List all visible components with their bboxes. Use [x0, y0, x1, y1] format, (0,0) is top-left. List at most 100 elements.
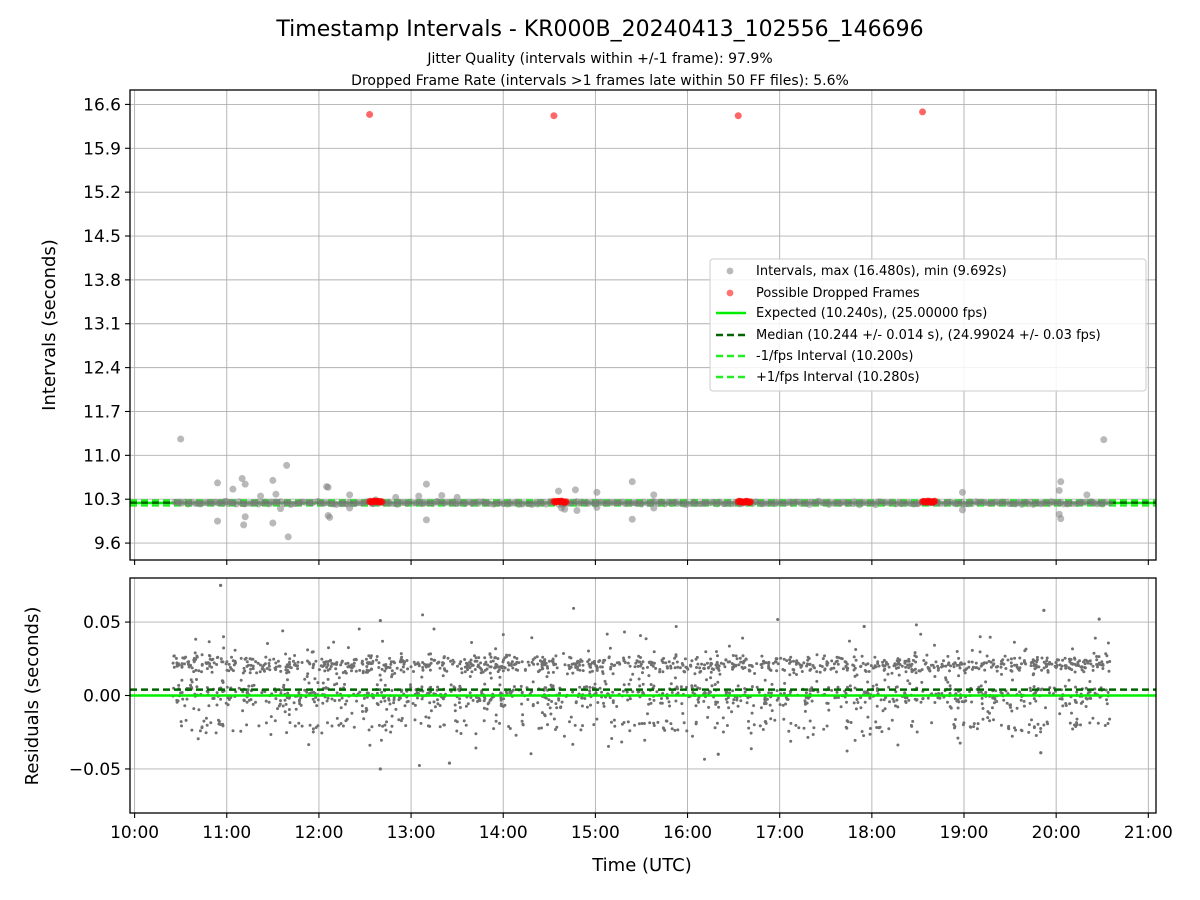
residual-point [728, 660, 732, 664]
residuals-xtick-label-2: 12:00 [294, 823, 343, 843]
residual-point [1092, 651, 1096, 655]
residual-point [1106, 691, 1110, 694]
residual-point [284, 668, 288, 672]
residual-point [474, 732, 478, 736]
residual-point [685, 685, 688, 689]
residual-outlier-3 [447, 761, 452, 765]
residual-point [220, 679, 224, 683]
residual-point [282, 683, 286, 687]
residual-point [368, 743, 372, 747]
residual-point [1027, 723, 1031, 727]
residual-point [811, 733, 815, 736]
residual-point [192, 656, 196, 660]
residual-point [990, 706, 994, 710]
residual-point [964, 699, 968, 703]
residual-point [970, 700, 974, 704]
residual-point [628, 729, 632, 733]
residual-point [626, 698, 630, 702]
residual-point [526, 698, 530, 701]
residual-point [604, 682, 608, 686]
residual-point [361, 671, 365, 675]
residual-point [702, 699, 706, 703]
residual-point [394, 707, 398, 711]
residual-point [378, 688, 382, 692]
residual-point [442, 655, 446, 659]
residual-point [779, 656, 783, 660]
residual-point [298, 698, 301, 702]
residual-point [778, 703, 782, 707]
residual-point [1009, 661, 1013, 665]
residual-point [383, 723, 387, 727]
intervals-ytick-label-4: 12.4 [83, 359, 121, 379]
residual-outlier-1 [378, 618, 382, 623]
residual-point [822, 727, 826, 731]
residual-point [489, 655, 493, 659]
residual-point [693, 684, 697, 688]
residual-point [974, 661, 978, 665]
residual-point [559, 706, 562, 710]
residual-point [1093, 687, 1097, 691]
residual-point [491, 659, 495, 663]
interval-outlier-4 [229, 485, 237, 493]
residual-point [457, 701, 461, 705]
residual-point [503, 666, 507, 670]
residual-point [843, 660, 847, 664]
residual-point [913, 654, 917, 658]
interval-outlier-33 [573, 506, 581, 514]
residual-point [1013, 726, 1016, 730]
residual-point [649, 701, 653, 705]
residual-point [317, 668, 321, 672]
residual-point [648, 697, 652, 701]
residual-point [265, 667, 269, 670]
residual-point [463, 670, 467, 674]
residual-point [241, 709, 245, 713]
residual-point [678, 666, 682, 670]
residual-point [296, 660, 300, 664]
residual-point [404, 724, 408, 728]
residual-point [673, 676, 677, 680]
residual-point [1002, 698, 1006, 702]
residual-point [510, 660, 514, 664]
residual-point [927, 666, 931, 670]
residual-point [519, 684, 523, 688]
residual-point [694, 720, 698, 724]
residual-point [676, 665, 680, 669]
residual-point [1103, 724, 1107, 727]
residual-point [242, 666, 246, 670]
residual-point [794, 723, 798, 727]
residual-point [1106, 641, 1110, 645]
residual-point [914, 623, 918, 627]
residual-point [405, 659, 409, 662]
intervals-legend: Intervals, max (16.480s), min (9.692s) P… [709, 258, 1147, 392]
residual-point [962, 669, 966, 672]
dropped-frame-2 [734, 112, 742, 120]
residual-point [179, 691, 183, 695]
residual-point [1010, 734, 1014, 738]
residual-point [919, 632, 923, 636]
residual-point [442, 697, 445, 701]
residual-point [674, 653, 678, 657]
residual-point [721, 730, 725, 734]
residual-point [207, 640, 211, 644]
residual-point [789, 660, 793, 664]
residual-point [390, 714, 394, 718]
residual-point [946, 663, 950, 666]
residual-point [292, 701, 296, 705]
residual-point [395, 666, 399, 670]
residual-point [181, 656, 185, 660]
legend-dropped-label: Possible Dropped Frames [756, 286, 920, 301]
residual-point [940, 662, 944, 666]
residual-point [811, 664, 815, 667]
dropped-frame-1 [550, 112, 558, 120]
residual-point [1000, 672, 1003, 676]
residual-point [200, 726, 204, 730]
residual-point [691, 691, 695, 694]
residual-point [944, 664, 948, 668]
residual-point [194, 668, 198, 672]
residual-point [860, 654, 864, 658]
residual-point [675, 660, 679, 664]
residual-point [409, 685, 413, 689]
residual-point [1040, 687, 1044, 691]
residual-point [700, 662, 704, 666]
residual-point [483, 682, 487, 686]
